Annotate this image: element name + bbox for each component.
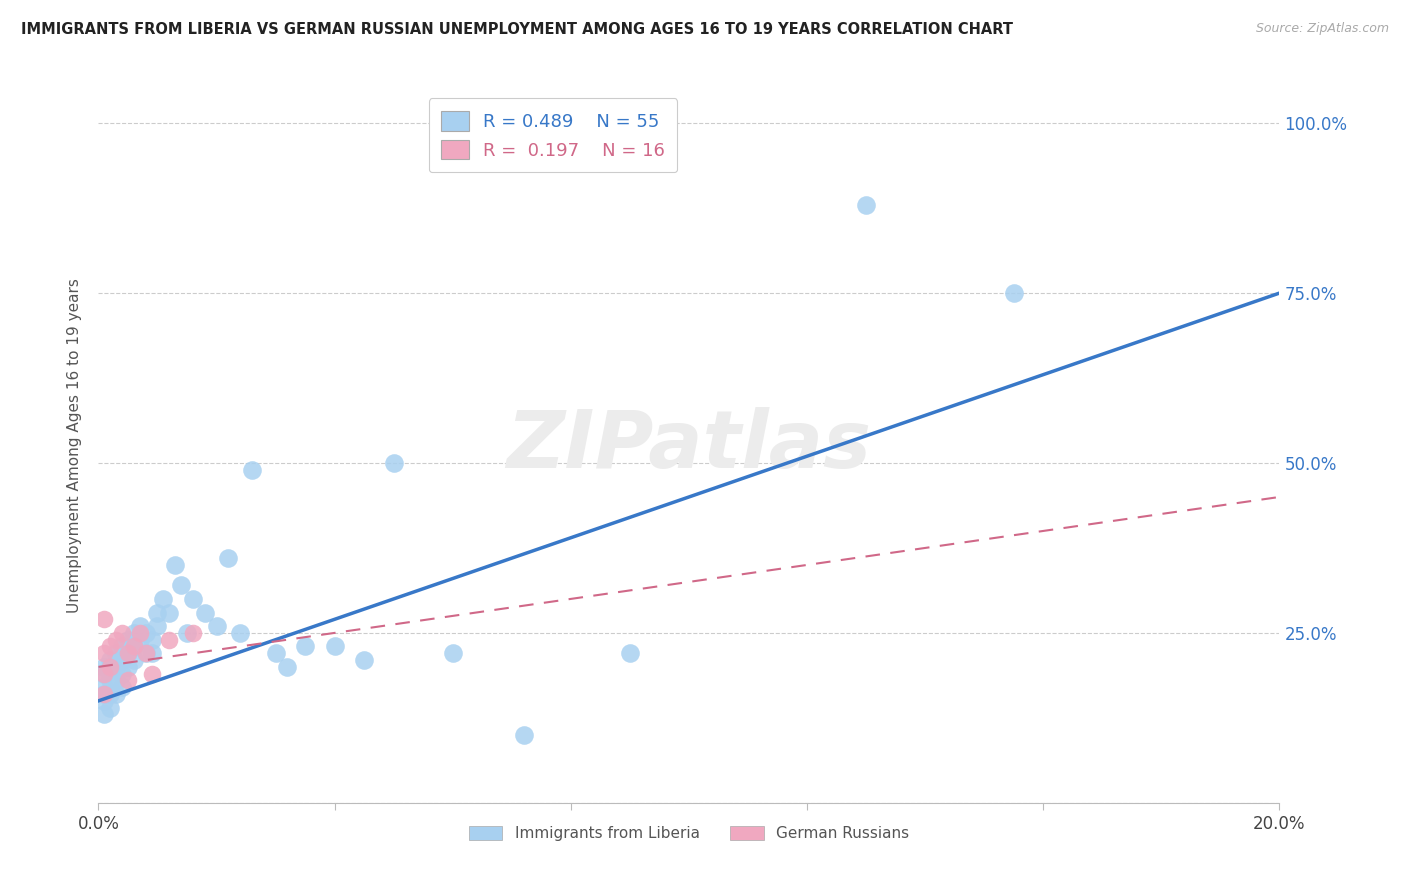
Point [194, 606, 217, 620]
Point [93, 687, 115, 701]
Point [98, 687, 121, 701]
Point [93, 660, 115, 674]
Point [240, 463, 263, 477]
Point [146, 619, 169, 633]
Point [93, 612, 115, 626]
Point [111, 626, 134, 640]
Point [117, 646, 139, 660]
Point [157, 632, 180, 647]
Point [1002, 286, 1025, 301]
Point [128, 632, 150, 647]
Y-axis label: Unemployment Among Ages 16 to 19 years: Unemployment Among Ages 16 to 19 years [67, 278, 83, 614]
Point [122, 640, 145, 654]
Point [165, 558, 187, 572]
Point [117, 646, 139, 660]
Point [98, 673, 121, 688]
Point [111, 680, 134, 694]
Point [93, 687, 115, 701]
Point [117, 673, 139, 688]
Point [176, 626, 198, 640]
Point [122, 653, 145, 667]
Point [122, 640, 145, 654]
Point [181, 591, 204, 606]
Point [276, 660, 298, 674]
Point [111, 640, 134, 654]
Point [98, 653, 121, 667]
Point [93, 680, 115, 694]
Point [323, 640, 346, 654]
Point [152, 591, 174, 606]
Point [128, 626, 150, 640]
Point [205, 619, 228, 633]
Point [855, 198, 877, 212]
Point [181, 626, 204, 640]
Point [111, 666, 134, 681]
Point [122, 626, 145, 640]
Point [98, 660, 121, 674]
Point [353, 653, 375, 667]
Point [98, 660, 121, 674]
Point [93, 646, 115, 660]
Point [135, 626, 157, 640]
Point [93, 694, 115, 708]
Point [98, 700, 121, 714]
Point [141, 632, 163, 647]
Point [141, 666, 163, 681]
Text: Source: ZipAtlas.com: Source: ZipAtlas.com [1256, 22, 1389, 36]
Point [170, 578, 193, 592]
Legend: Immigrants from Liberia, German Russians: Immigrants from Liberia, German Russians [461, 818, 917, 848]
Point [93, 666, 115, 681]
Point [105, 660, 128, 674]
Point [105, 632, 128, 647]
Point [512, 728, 534, 742]
Point [619, 646, 641, 660]
Point [217, 551, 239, 566]
Point [105, 673, 128, 688]
Point [105, 646, 128, 660]
Point [93, 707, 115, 722]
Point [111, 653, 134, 667]
Point [264, 646, 287, 660]
Text: ZIPatlas: ZIPatlas [506, 407, 872, 485]
Point [141, 646, 163, 660]
Point [146, 606, 169, 620]
Point [382, 456, 405, 470]
Point [93, 666, 115, 681]
Point [117, 632, 139, 647]
Point [128, 619, 150, 633]
Point [135, 646, 157, 660]
Point [157, 606, 180, 620]
Point [98, 640, 121, 654]
Point [441, 646, 464, 660]
Text: IMMIGRANTS FROM LIBERIA VS GERMAN RUSSIAN UNEMPLOYMENT AMONG AGES 16 TO 19 YEARS: IMMIGRANTS FROM LIBERIA VS GERMAN RUSSIA… [21, 22, 1014, 37]
Point [135, 646, 157, 660]
Point [117, 660, 139, 674]
Point [229, 626, 252, 640]
Point [294, 640, 316, 654]
Point [105, 687, 128, 701]
